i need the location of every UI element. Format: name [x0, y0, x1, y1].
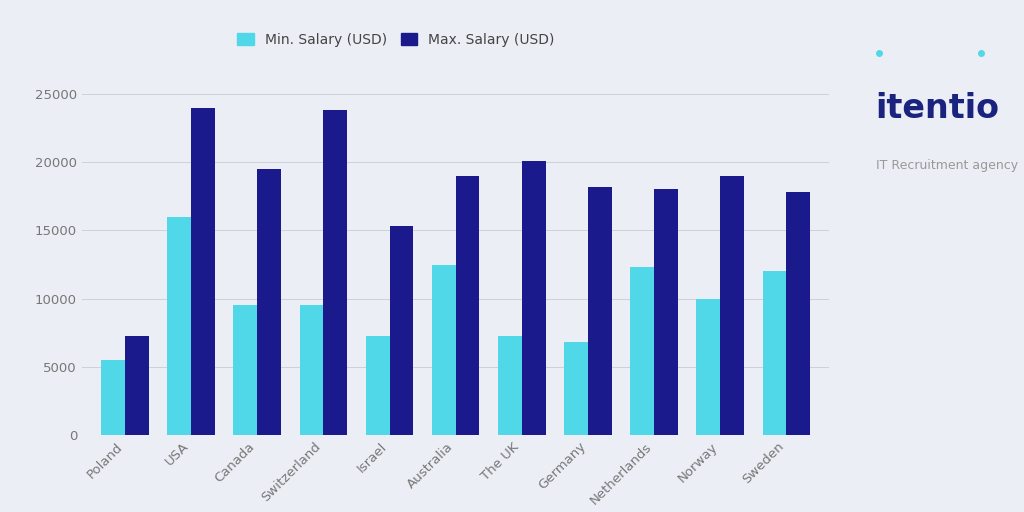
Bar [456, 176, 479, 435]
Text: itentio: itentio [876, 92, 999, 125]
Bar [631, 267, 654, 435]
Bar [389, 226, 414, 435]
Bar [588, 187, 611, 435]
Bar [786, 192, 810, 435]
Bar [257, 169, 281, 435]
Bar [720, 176, 744, 435]
Bar [191, 108, 215, 435]
Bar [366, 335, 389, 435]
Bar [564, 343, 588, 435]
Bar [654, 189, 678, 435]
Bar [125, 335, 148, 435]
Bar [167, 217, 191, 435]
Bar [522, 161, 546, 435]
Bar [324, 110, 347, 435]
Bar [233, 306, 257, 435]
Bar [763, 271, 786, 435]
Bar [101, 360, 125, 435]
Text: IT Recruitment agency: IT Recruitment agency [876, 159, 1018, 172]
Legend: Min. Salary (USD), Max. Salary (USD): Min. Salary (USD), Max. Salary (USD) [231, 27, 560, 52]
Bar [300, 306, 324, 435]
Bar [432, 265, 456, 435]
Bar [696, 298, 720, 435]
Bar [498, 335, 522, 435]
